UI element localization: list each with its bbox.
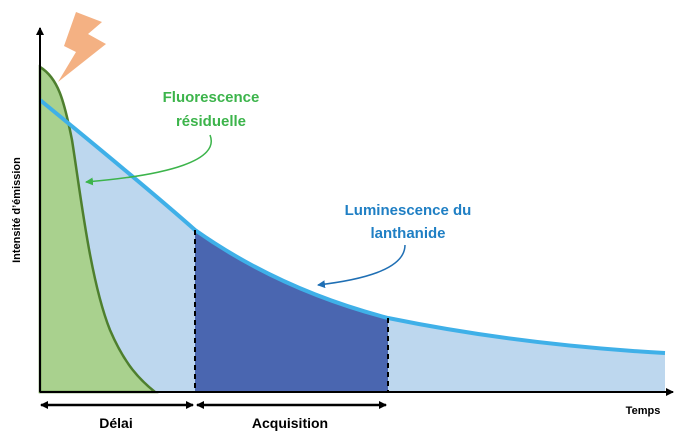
fluorescence-area	[38, 64, 159, 394]
fluorescence-pointer	[85, 134, 212, 186]
acquisition-label: Acquisition	[252, 415, 328, 431]
luminescence-curve	[38, 98, 666, 355]
fluorescence-label: Fluorescence	[163, 89, 260, 106]
y-axis-label: Intensité d’émission	[11, 157, 23, 263]
luminescence-label: lanthanide	[370, 225, 445, 242]
delay-label: Délai	[99, 415, 132, 431]
luminescence-pointer	[317, 244, 406, 289]
acquisition-area	[195, 230, 388, 392]
luminescence-label: Luminescence du	[345, 202, 472, 219]
fluorescence-label: résiduelle	[176, 113, 246, 130]
x-axis-label: Temps	[626, 405, 661, 417]
excitation-flash	[58, 12, 106, 82]
